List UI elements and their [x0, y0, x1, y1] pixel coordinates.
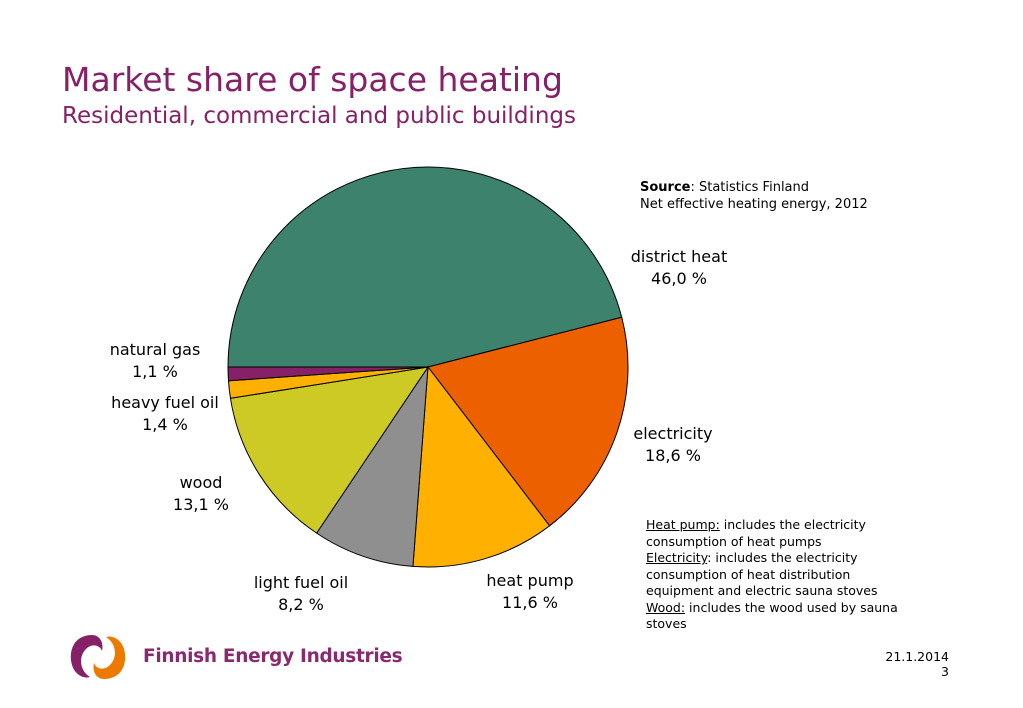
source-label: Source — [640, 180, 691, 195]
footer-date: 21.1.2014 — [885, 649, 949, 664]
page-number: 3 — [941, 664, 949, 679]
slice-label-district-heat: district heat — [631, 247, 727, 266]
slice-value-heavy-fuel-oil: 1,4 % — [142, 415, 188, 434]
slice-value-wood: 13,1 % — [173, 495, 229, 514]
pie-slice-district-heat — [227, 166, 623, 368]
pie-slice-electricity — [427, 316, 629, 527]
electricity-term: Electricity — [646, 550, 708, 565]
slice-value-heat-pump: 11,6 % — [502, 593, 558, 612]
definitions-note: Heat pump: includes the electricity cons… — [646, 517, 911, 633]
source-note: Source: Statistics Finland Net effective… — [640, 179, 868, 213]
wood-term: Wood: — [646, 599, 686, 615]
page-title: Market share of space heating — [62, 60, 563, 99]
slice-label-natural-gas: natural gas — [110, 340, 201, 359]
page-subtitle: Residential, commercial and public build… — [62, 103, 576, 129]
slice-label-heavy-fuel-oil: heavy fuel oil — [111, 393, 219, 412]
pie-slice-light-fuel-oil — [315, 365, 429, 567]
slice-label-heat-pump: heat pump — [486, 571, 573, 590]
slice-value-natural-gas: 1,1 % — [132, 362, 178, 381]
pie-slice-wood — [229, 366, 430, 534]
slice-value-electricity: 18,6 % — [645, 446, 701, 465]
footer: 21.1.2014 3 — [885, 649, 949, 679]
pie-slice-heat-pump — [412, 365, 551, 568]
source-text: : Statistics Finland — [690, 180, 810, 195]
logo-text: Finnish Energy Industries — [143, 646, 403, 667]
heat-pump-definition: includes the electricity consumption of … — [646, 517, 866, 549]
slice-value-district-heat: 46,0 % — [651, 269, 707, 288]
wood-definition: includes the wood used by sauna stoves — [646, 599, 898, 632]
slice-label-wood: wood — [180, 473, 223, 492]
heat-pump-term: Heat pump: — [646, 517, 720, 532]
slice-value-light-fuel-oil: 8,2 % — [278, 595, 324, 614]
source-line2: Net effective heating energy, 2012 — [640, 197, 868, 212]
slice-label-electricity: electricity — [633, 424, 712, 443]
finnish-energy-logo-icon — [70, 635, 126, 679]
pie-slice-natural-gas — [227, 366, 429, 382]
electricity-definition: : includes the electricity consumption o… — [646, 550, 878, 598]
slice-label-light-fuel-oil: light fuel oil — [254, 573, 348, 592]
